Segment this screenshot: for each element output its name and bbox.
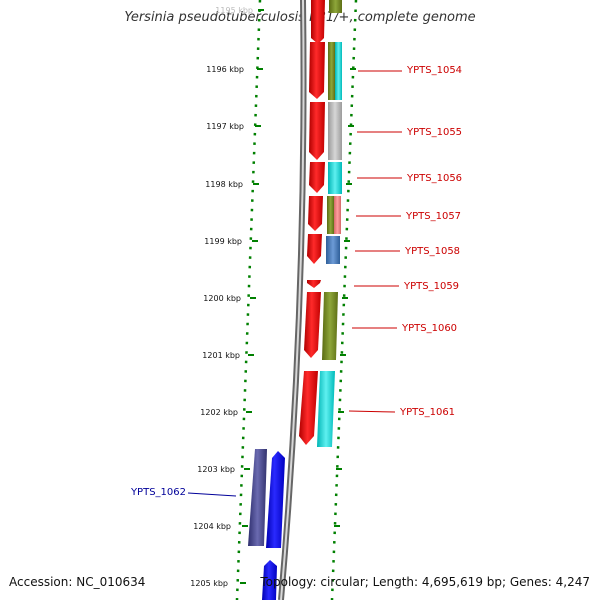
cog-bars [317,0,342,447]
cog-bar[interactable] [328,42,335,100]
cog-bar[interactable] [329,0,342,13]
gene-arrow[interactable] [262,560,277,600]
ruler-ticks: 1195 kbp 1196 kbp 1197 kbp 1198 kbp 1199… [190,6,356,588]
tick-label: 1199 kbp [204,237,242,246]
cog-bar[interactable] [327,196,334,234]
gene-arrow[interactable] [307,280,321,288]
tick-label: 1205 kbp [190,579,228,588]
reverse-genes [248,449,285,600]
genome-backbone-highlight [280,0,305,600]
gene-arrow[interactable] [311,0,325,44]
cog-bar[interactable] [334,196,341,234]
genome-summary-text: Topology: circular; Length: 4,695,619 bp… [260,575,590,589]
tick-label: 1196 kbp [206,65,244,74]
cog-bar[interactable] [322,292,338,360]
tick-label: 1200 kbp [203,294,241,303]
gene-label[interactable]: YPTS_1056 [406,173,462,184]
tick-label: 1203 kbp [197,465,235,474]
tick-label: 1204 kbp [193,522,231,531]
cog-bar[interactable] [326,236,340,264]
gene-labels: YPTS_1054 YPTS_1055 YPTS_1056 YPTS_1057 … [130,65,462,498]
accession-text: Accession: NC_010634 [9,575,146,589]
gene-label[interactable]: YPTS_1058 [404,246,460,257]
gene-arrow[interactable] [309,42,325,99]
gene-label[interactable]: YPTS_1057 [405,211,461,222]
genome-title: Yersinia pseudotuberculosis PB1/+, compl… [124,10,476,25]
gene-arrow[interactable] [307,234,322,264]
forward-genes [299,0,325,445]
tick-label: 1198 kbp [205,180,243,189]
gene-label[interactable]: YPTS_1055 [406,127,462,138]
cog-bar[interactable] [328,102,342,160]
cog-bar[interactable] [335,42,342,100]
gene-arrow[interactable] [309,102,325,160]
gene-arrow[interactable] [248,449,267,546]
tick-label: 1202 kbp [200,408,238,417]
gene-arrow[interactable] [309,162,325,193]
leader-line [348,410,396,413]
tick-label: 1201 kbp [202,351,240,360]
gene-label[interactable]: YPTS_1059 [403,281,459,292]
cog-bar[interactable] [317,371,335,447]
gene-label[interactable]: YPTS_1062 [130,487,186,498]
gene-label[interactable]: YPTS_1060 [401,323,457,334]
gene-label[interactable]: YPTS_1054 [406,65,462,76]
cog-bar[interactable] [328,162,342,194]
leader-line [187,492,237,497]
gene-arrow[interactable] [308,196,323,231]
tick-label: 1197 kbp [206,122,244,131]
tick-label: 1195 kbp [215,6,253,15]
gene-arrow[interactable] [299,371,318,445]
gene-label[interactable]: YPTS_1061 [399,407,455,418]
gene-arrow[interactable] [304,292,321,358]
gene-arrow[interactable] [266,451,285,548]
